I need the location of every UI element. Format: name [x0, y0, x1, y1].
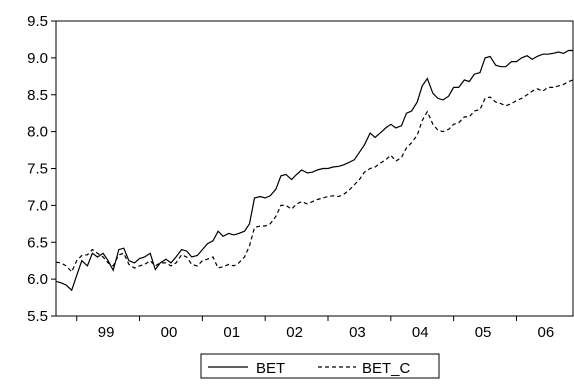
- y-tick-label: 7.5: [27, 161, 48, 178]
- x-tick-label: 00: [161, 324, 178, 341]
- legend-label-bet-c: BET_C: [362, 360, 411, 377]
- x-tick-label: 99: [98, 324, 115, 341]
- y-tick-label: 5.5: [27, 308, 48, 325]
- y-axis: 5.5 6.0 6.5 7.0 7.5 8.0 8.5 9.0 9.5: [27, 13, 56, 325]
- x-tick-label: 03: [349, 324, 366, 341]
- y-tick-label: 6.0: [27, 271, 48, 288]
- x-tick-label: 01: [223, 324, 240, 341]
- series-line-bet-c: [55, 79, 574, 273]
- x-axis: 99 00 01 02 03 04 05 06: [76, 316, 555, 341]
- y-tick-label: 8.0: [27, 124, 48, 141]
- series-line-bet: [55, 49, 573, 292]
- series-layer: [55, 49, 574, 292]
- x-tick-label: 02: [286, 324, 303, 341]
- y-tick-label: 9.0: [27, 50, 48, 67]
- y-tick-label: 7.0: [27, 197, 48, 214]
- x-tick-label: 05: [475, 324, 492, 341]
- y-tick-label: 9.5: [27, 13, 48, 30]
- x-tick-label: 04: [412, 324, 429, 341]
- legend-label-bet: BET: [256, 360, 285, 377]
- legend: BET BET_C: [200, 353, 440, 379]
- y-tick-label: 6.5: [27, 234, 48, 251]
- legend-box: [200, 353, 440, 379]
- y-tick-label: 8.5: [27, 87, 48, 104]
- x-tick-label: 06: [538, 324, 555, 341]
